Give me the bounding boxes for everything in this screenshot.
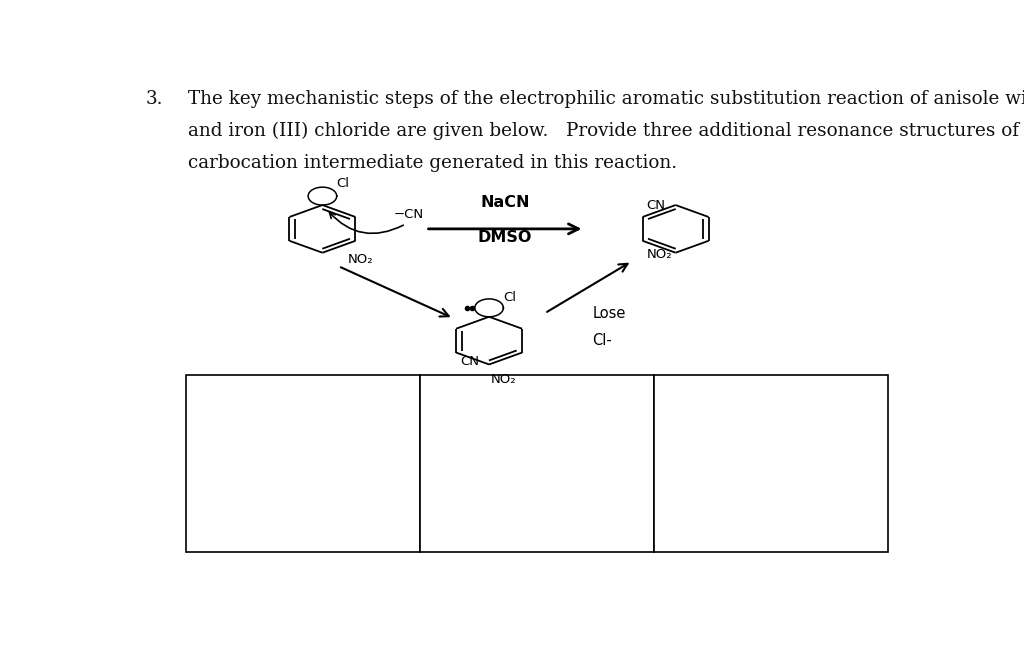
Bar — [654, 375, 888, 551]
Text: CN: CN — [646, 199, 666, 212]
Text: NO₂: NO₂ — [347, 253, 373, 266]
Text: NO₂: NO₂ — [646, 248, 672, 261]
Text: Lose: Lose — [592, 306, 626, 321]
Text: Cl: Cl — [504, 292, 516, 304]
Text: Cl: Cl — [337, 177, 350, 190]
Text: NaCN: NaCN — [480, 195, 529, 210]
Text: NO₂: NO₂ — [490, 373, 516, 386]
Text: −CN: −CN — [394, 208, 424, 221]
Text: CN: CN — [460, 355, 479, 368]
Bar — [420, 375, 654, 551]
Text: and iron (III) chloride are given below.   Provide three additional resonance st: and iron (III) chloride are given below.… — [187, 122, 1024, 141]
Text: Cl-: Cl- — [592, 333, 612, 348]
Bar — [186, 375, 420, 551]
Text: carbocation intermediate generated in this reaction.: carbocation intermediate generated in th… — [187, 154, 677, 172]
Text: The key mechanistic steps of the electrophilic aromatic substitution reaction of: The key mechanistic steps of the electro… — [187, 90, 1024, 108]
Text: 3.: 3. — [145, 90, 163, 108]
Text: DMSO: DMSO — [478, 230, 532, 245]
